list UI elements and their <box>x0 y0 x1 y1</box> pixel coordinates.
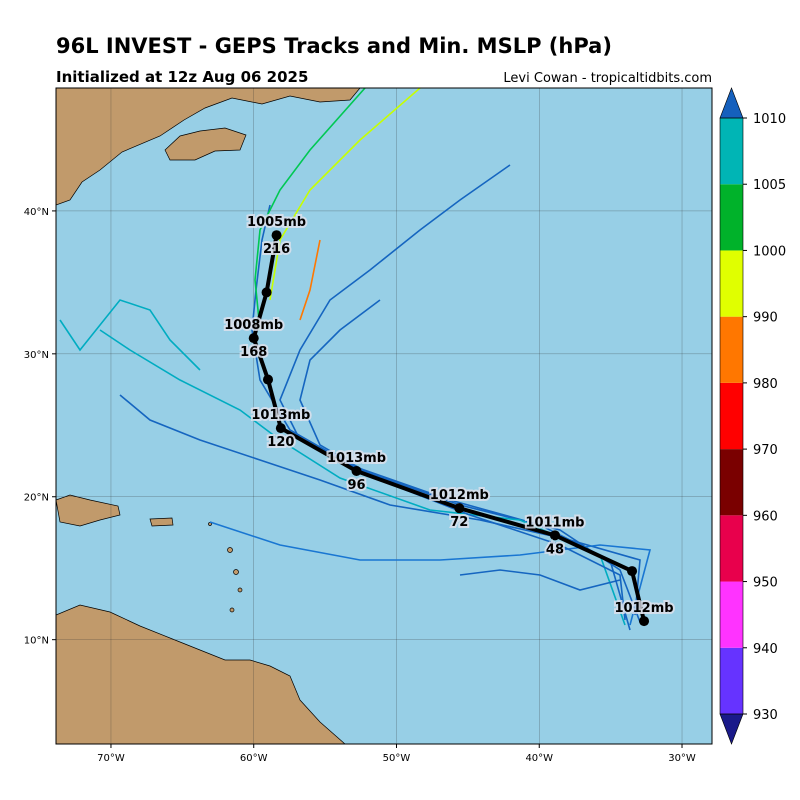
colorbar-over <box>719 87 744 119</box>
mslp-label: 1008mb <box>224 318 283 333</box>
track-point <box>261 287 272 298</box>
y-tick-label: 40°N <box>24 207 49 218</box>
colorbar-label: 1010 <box>753 112 786 127</box>
hour-label: 48 <box>546 542 564 557</box>
colorbar-label: 990 <box>753 311 778 326</box>
mslp-label: 1013mb <box>251 408 310 423</box>
track-point <box>627 566 638 577</box>
colorbar-label: 940 <box>753 642 778 657</box>
colorbar-label: 930 <box>753 708 778 723</box>
colorbar-under <box>719 713 744 745</box>
colorbar-segment <box>720 250 743 317</box>
track-point <box>351 466 362 477</box>
colorbar-segment <box>720 118 743 185</box>
y-tick-label: 30°N <box>24 350 49 361</box>
mslp-label: 1005mb <box>247 215 306 230</box>
mslp-label: 1012mb <box>430 488 489 503</box>
x-tick-label: 70°W <box>97 753 125 764</box>
colorbar-label: 970 <box>753 443 778 458</box>
colorbar-segment <box>720 382 743 450</box>
mean-track: 1012mb 1011mb 48 1012mb 72 1013mb 96 1013mb 120 1… <box>222 213 676 627</box>
track-point <box>639 616 650 627</box>
y-tick-label: 10°N <box>24 636 49 647</box>
colorbar-segment <box>720 449 743 516</box>
colorbar-segment <box>720 581 743 648</box>
colorbar-segment <box>720 316 743 383</box>
hour-label: 216 <box>263 242 290 257</box>
mslp-label: 1013mb <box>327 451 386 466</box>
subtitle: Initialized at 12z Aug 06 2025 <box>56 68 308 86</box>
track-point <box>263 374 274 385</box>
colorbar-label: 1000 <box>753 244 786 259</box>
track-point <box>271 230 282 241</box>
ocean <box>56 88 712 744</box>
track-point <box>248 333 259 344</box>
x-tick-label: 60°W <box>240 753 268 764</box>
track-point <box>275 423 286 434</box>
colorbar-segment <box>720 515 743 582</box>
colorbar-label: 1005 <box>753 178 786 193</box>
hour-label: 96 <box>347 478 365 493</box>
y-tick-label: 20°N <box>24 493 49 504</box>
hour-label: 120 <box>267 435 294 450</box>
colorbar-segment <box>720 184 743 251</box>
mslp-label: 1012mb <box>615 601 674 616</box>
track-point <box>549 530 560 541</box>
colorbar-label: 960 <box>753 509 778 524</box>
colorbar-segment <box>720 647 743 714</box>
title: 96L INVEST - GEPS Tracks and Min. MSLP (… <box>56 34 612 58</box>
mslp-label: 1011mb <box>525 515 584 530</box>
track-point <box>454 503 465 514</box>
x-tick-label: 40°W <box>525 753 553 764</box>
colorbar-label: 950 <box>753 576 778 591</box>
mean-track-line <box>251 234 646 622</box>
x-tick-label: 50°W <box>383 753 411 764</box>
hour-label: 168 <box>240 345 267 360</box>
hour-label: 72 <box>450 515 468 530</box>
map-frame <box>55 87 713 745</box>
x-tick-label: 30°W <box>668 753 696 764</box>
colorbar-frame <box>719 117 744 715</box>
colorbar-label: 980 <box>753 377 778 392</box>
credit: Levi Cowan - tropicaltidbits.com <box>503 71 712 86</box>
